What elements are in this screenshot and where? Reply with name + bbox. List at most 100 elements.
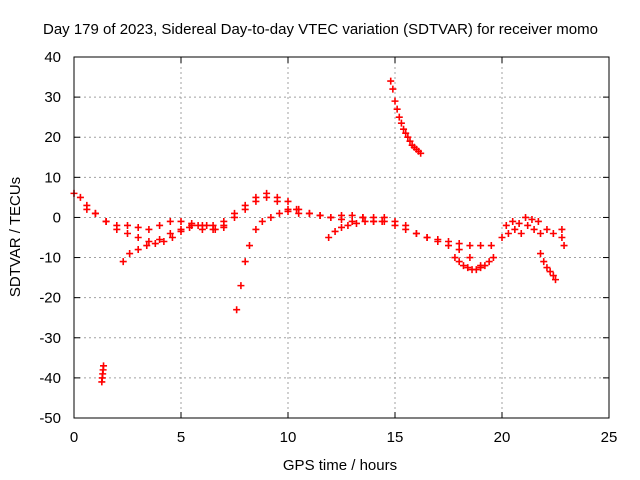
data-point-marker xyxy=(466,254,474,262)
data-point-marker xyxy=(522,213,530,221)
data-point-marker xyxy=(515,219,523,227)
grid-layer xyxy=(74,57,609,418)
data-point-marker xyxy=(537,229,545,237)
data-point-marker xyxy=(558,225,566,233)
y-tick-label: 40 xyxy=(44,49,61,66)
data-point-marker xyxy=(455,246,463,254)
data-point-marker xyxy=(537,250,545,258)
data-point-marker xyxy=(325,234,333,241)
data-point-marker xyxy=(124,229,131,237)
data-point-marker xyxy=(177,217,185,225)
data-point-marker xyxy=(237,282,245,290)
series-arc-recovery xyxy=(233,205,301,314)
chart-title: Day 179 of 2023, Sidereal Day-to-day VTE… xyxy=(43,21,598,38)
data-point-marker xyxy=(186,223,194,231)
data-point-marker xyxy=(485,258,493,266)
data-point-marker xyxy=(359,213,367,221)
data-point-marker xyxy=(528,215,536,223)
data-point-marker xyxy=(540,258,548,266)
data-point-marker xyxy=(455,240,463,248)
data-point-marker xyxy=(124,221,131,229)
y-tick-label: 0 xyxy=(53,209,61,226)
data-point-marker xyxy=(166,229,174,237)
data-point-marker xyxy=(263,193,271,201)
x-tick-label: 25 xyxy=(601,429,618,446)
data-point-marker xyxy=(361,217,369,225)
data-point-marker xyxy=(295,209,303,217)
x-tick-label: 20 xyxy=(494,429,511,446)
data-point-marker xyxy=(327,213,335,221)
data-point-marker xyxy=(134,223,142,231)
data-point-marker xyxy=(119,258,127,266)
data-point-marker xyxy=(530,225,538,233)
data-point-marker xyxy=(252,225,260,233)
data-point-marker xyxy=(391,221,399,229)
data-point-marker xyxy=(267,213,275,221)
series-afternoon-low xyxy=(451,254,497,274)
data-point-marker xyxy=(477,242,485,250)
data-point-marker xyxy=(400,125,408,133)
data-point-marker xyxy=(455,258,463,266)
data-points-layer xyxy=(70,77,568,386)
data-point-marker xyxy=(220,223,228,231)
data-point-marker xyxy=(481,262,489,270)
data-point-marker xyxy=(126,250,134,258)
data-point-marker xyxy=(245,242,253,250)
data-point-marker xyxy=(502,221,510,229)
data-point-marker xyxy=(423,234,431,241)
data-point-marker xyxy=(275,209,283,217)
data-point-marker xyxy=(211,225,219,233)
data-point-marker xyxy=(489,254,497,262)
data-point-marker xyxy=(517,229,525,237)
data-point-marker xyxy=(395,113,403,121)
data-point-marker xyxy=(177,227,185,235)
data-point-marker xyxy=(348,211,356,219)
data-point-marker xyxy=(134,246,142,254)
data-point-marker xyxy=(393,105,401,113)
data-point-marker xyxy=(487,242,495,250)
data-point-marker xyxy=(451,254,459,262)
data-point-marker xyxy=(459,262,467,270)
data-point-marker xyxy=(231,213,238,221)
data-point-marker xyxy=(198,225,206,233)
data-point-marker xyxy=(156,221,164,229)
data-point-marker xyxy=(194,221,202,229)
data-point-marker xyxy=(387,77,395,85)
data-point-marker xyxy=(203,221,211,229)
data-point-marker xyxy=(83,205,91,213)
y-tick-label: 30 xyxy=(44,89,61,106)
data-point-marker xyxy=(143,242,151,250)
data-point-marker xyxy=(560,242,568,250)
data-point-marker xyxy=(378,217,386,225)
data-point-marker xyxy=(160,238,168,246)
y-tick-label: -40 xyxy=(39,370,61,387)
series-isolated-low xyxy=(98,362,108,386)
data-point-marker xyxy=(417,149,425,157)
data-point-marker xyxy=(145,225,153,233)
data-point-marker xyxy=(348,217,356,225)
y-tick-label: -50 xyxy=(39,410,61,427)
data-point-marker xyxy=(258,217,266,225)
x-tick-label: 15 xyxy=(387,429,404,446)
data-point-marker xyxy=(389,85,397,93)
y-axis-label: SDTVAR / TECUs xyxy=(7,177,24,297)
data-point-marker xyxy=(284,197,292,205)
data-point-marker xyxy=(511,225,519,233)
data-point-marker xyxy=(113,225,121,233)
data-point-marker xyxy=(344,221,352,229)
data-point-marker xyxy=(558,234,566,241)
data-point-marker xyxy=(338,215,345,223)
data-point-marker xyxy=(445,242,452,250)
data-point-marker xyxy=(370,217,378,225)
series-evening-cluster xyxy=(498,221,557,241)
series-evening-decline xyxy=(537,250,559,284)
data-point-marker xyxy=(168,234,176,241)
x-axis-label: GPS time / hours xyxy=(283,457,397,474)
series-morning-dip xyxy=(119,221,228,266)
data-point-marker xyxy=(477,264,485,272)
data-point-marker xyxy=(100,362,108,370)
data-point-marker xyxy=(402,225,410,233)
data-point-marker xyxy=(472,266,480,274)
y-tick-label: -30 xyxy=(39,330,61,347)
